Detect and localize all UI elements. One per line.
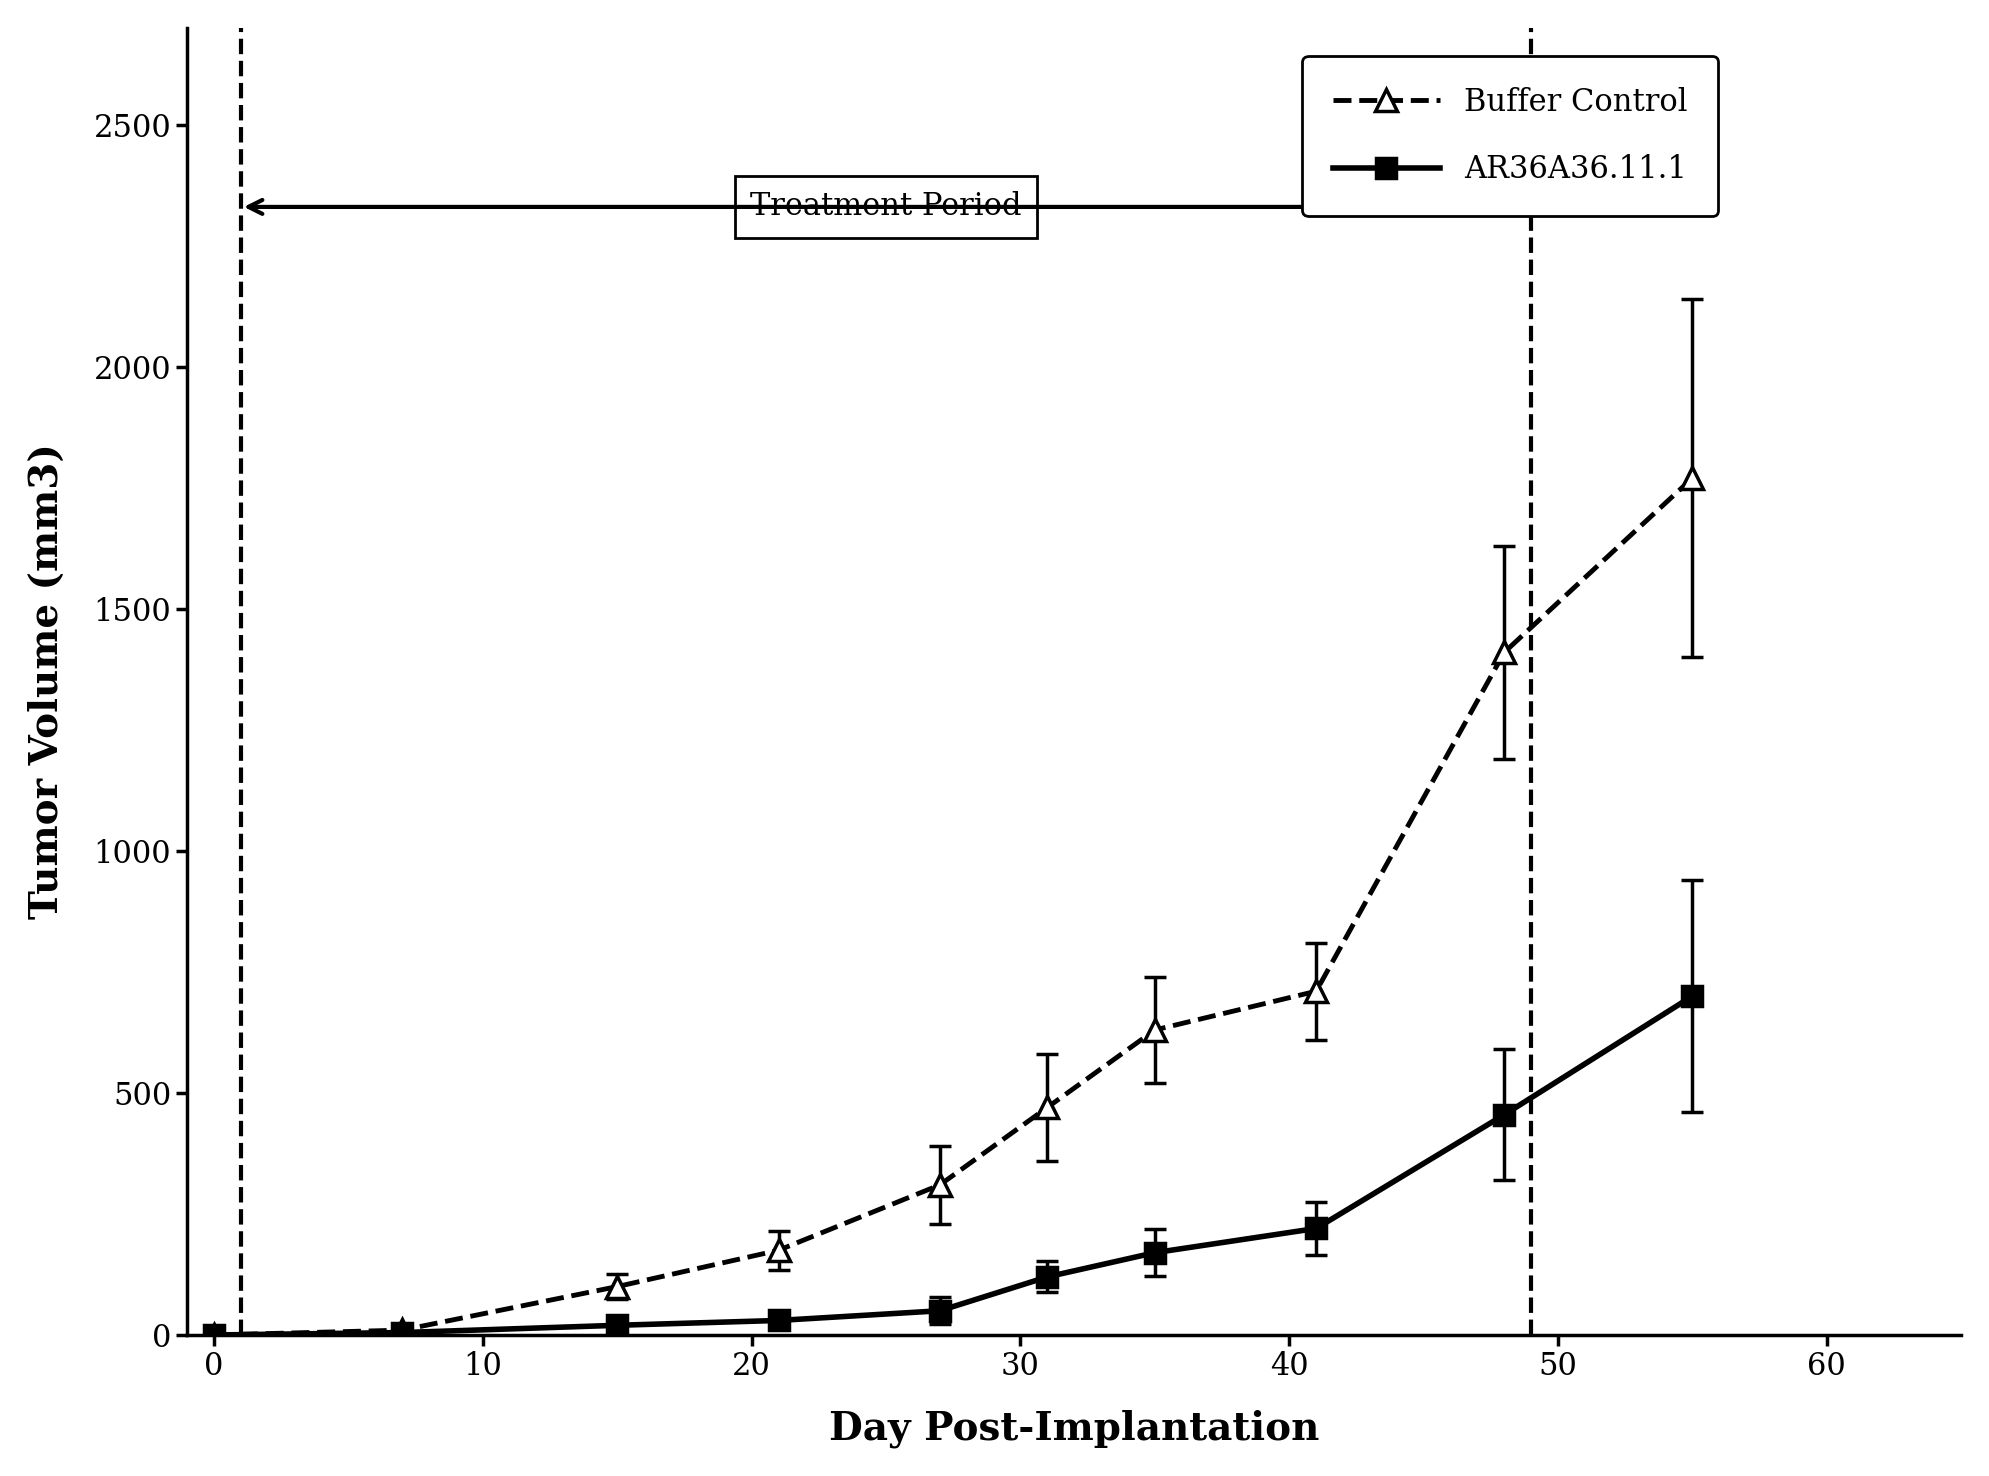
Text: Treatment Period: Treatment Period	[750, 192, 1022, 223]
Y-axis label: Tumor Volume (mm3): Tumor Volume (mm3)	[28, 443, 66, 920]
Legend: Buffer Control, AR36A36.11.1: Buffer Control, AR36A36.11.1	[1303, 56, 1718, 215]
X-axis label: Day Post-Implantation: Day Post-Implantation	[829, 1410, 1319, 1448]
